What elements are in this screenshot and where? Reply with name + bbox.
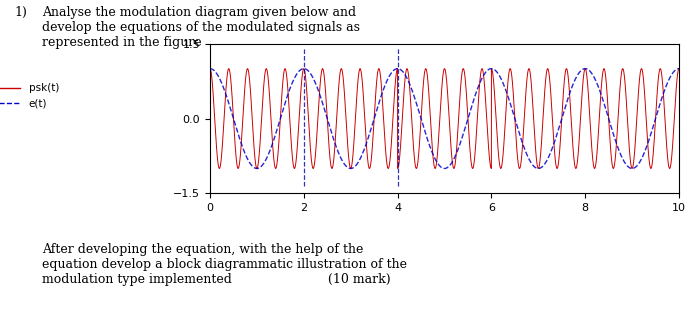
Text: After developing the equation, with the help of the
equation develop a block dia: After developing the equation, with the …	[42, 243, 407, 286]
Legend: psk(t), e(t): psk(t), e(t)	[0, 79, 63, 113]
Text: 1): 1)	[14, 6, 27, 19]
Text: Analyse the modulation diagram given below and
develop the equations of the modu: Analyse the modulation diagram given bel…	[42, 6, 360, 49]
